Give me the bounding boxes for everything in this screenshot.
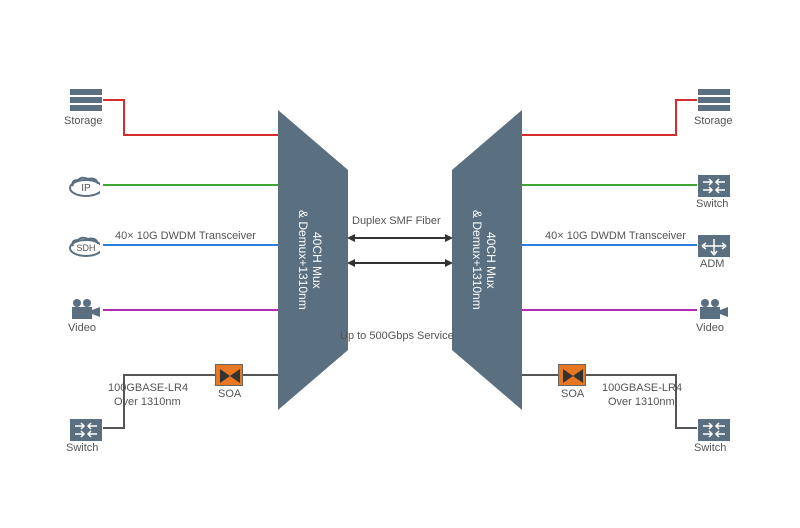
- storage-icon: [70, 88, 102, 112]
- mux-label-2: & Demux+1310nm: [470, 210, 484, 310]
- svg-text:IP: IP: [81, 183, 91, 194]
- switch-icon: [70, 418, 102, 442]
- right-lr4-2: Over 1310nm: [608, 396, 675, 408]
- arrow-bottom-head-l: [347, 259, 355, 267]
- soa-box: [215, 364, 243, 386]
- right-lr4-1: 100GBASE-LR4: [602, 382, 682, 394]
- left-video-label: Video: [68, 322, 96, 334]
- mux-label-2: & Demux+1310nm: [296, 210, 310, 310]
- right-storage-label: Storage: [694, 115, 733, 127]
- center-bottom-label: Up to 500Gbps Service: [340, 330, 454, 342]
- right-adm-inline: 40× 10G DWDM Transceiver: [545, 230, 686, 242]
- mux-label-1: 40CH Mux: [484, 232, 498, 289]
- right-adm-label: ADM: [700, 258, 724, 270]
- left-sdh-inline: 40× 10G DWDM Transceiver: [115, 230, 256, 242]
- soa-box: [558, 364, 586, 386]
- connection-lines: [0, 0, 800, 528]
- video-icon: [70, 298, 102, 322]
- arrow-bottom: [355, 262, 445, 264]
- cloud-icon: IP: [68, 174, 100, 198]
- left-lr4-1: 100GBASE-LR4: [108, 382, 188, 394]
- left-mux-label: 40CH Mux & Demux+1310nm: [296, 175, 324, 345]
- left-lr4-2: Over 1310nm: [114, 396, 181, 408]
- switch-icon: [698, 174, 730, 198]
- left-switch-label: Switch: [66, 442, 98, 454]
- arrow-top-head-l: [347, 234, 355, 242]
- right-video-label: Video: [696, 322, 724, 334]
- arrow-top: [355, 237, 445, 239]
- diagram-canvas: 40CH Mux & Demux+1310nm 40CH Mux & Demux…: [0, 0, 800, 528]
- right-switch-bottom-label: Switch: [694, 442, 726, 454]
- adm-icon: [698, 234, 730, 258]
- mux-label-1: 40CH Mux: [310, 232, 324, 289]
- arrow-top-head-r: [445, 234, 453, 242]
- left-storage-label: Storage: [64, 115, 103, 127]
- storage-icon: [698, 88, 730, 112]
- left-soa-label: SOA: [218, 388, 241, 400]
- right-mux-label: 40CH Mux & Demux+1310nm: [470, 175, 498, 345]
- right-soa-label: SOA: [561, 388, 584, 400]
- switch-icon: [698, 418, 730, 442]
- center-top-label: Duplex SMF Fiber: [352, 215, 441, 227]
- arrow-bottom-head-r: [445, 259, 453, 267]
- cloud-icon: SDH: [68, 234, 100, 258]
- video-icon: [698, 298, 730, 322]
- svg-text:SDH: SDH: [76, 243, 95, 253]
- right-switch-label: Switch: [696, 198, 728, 210]
